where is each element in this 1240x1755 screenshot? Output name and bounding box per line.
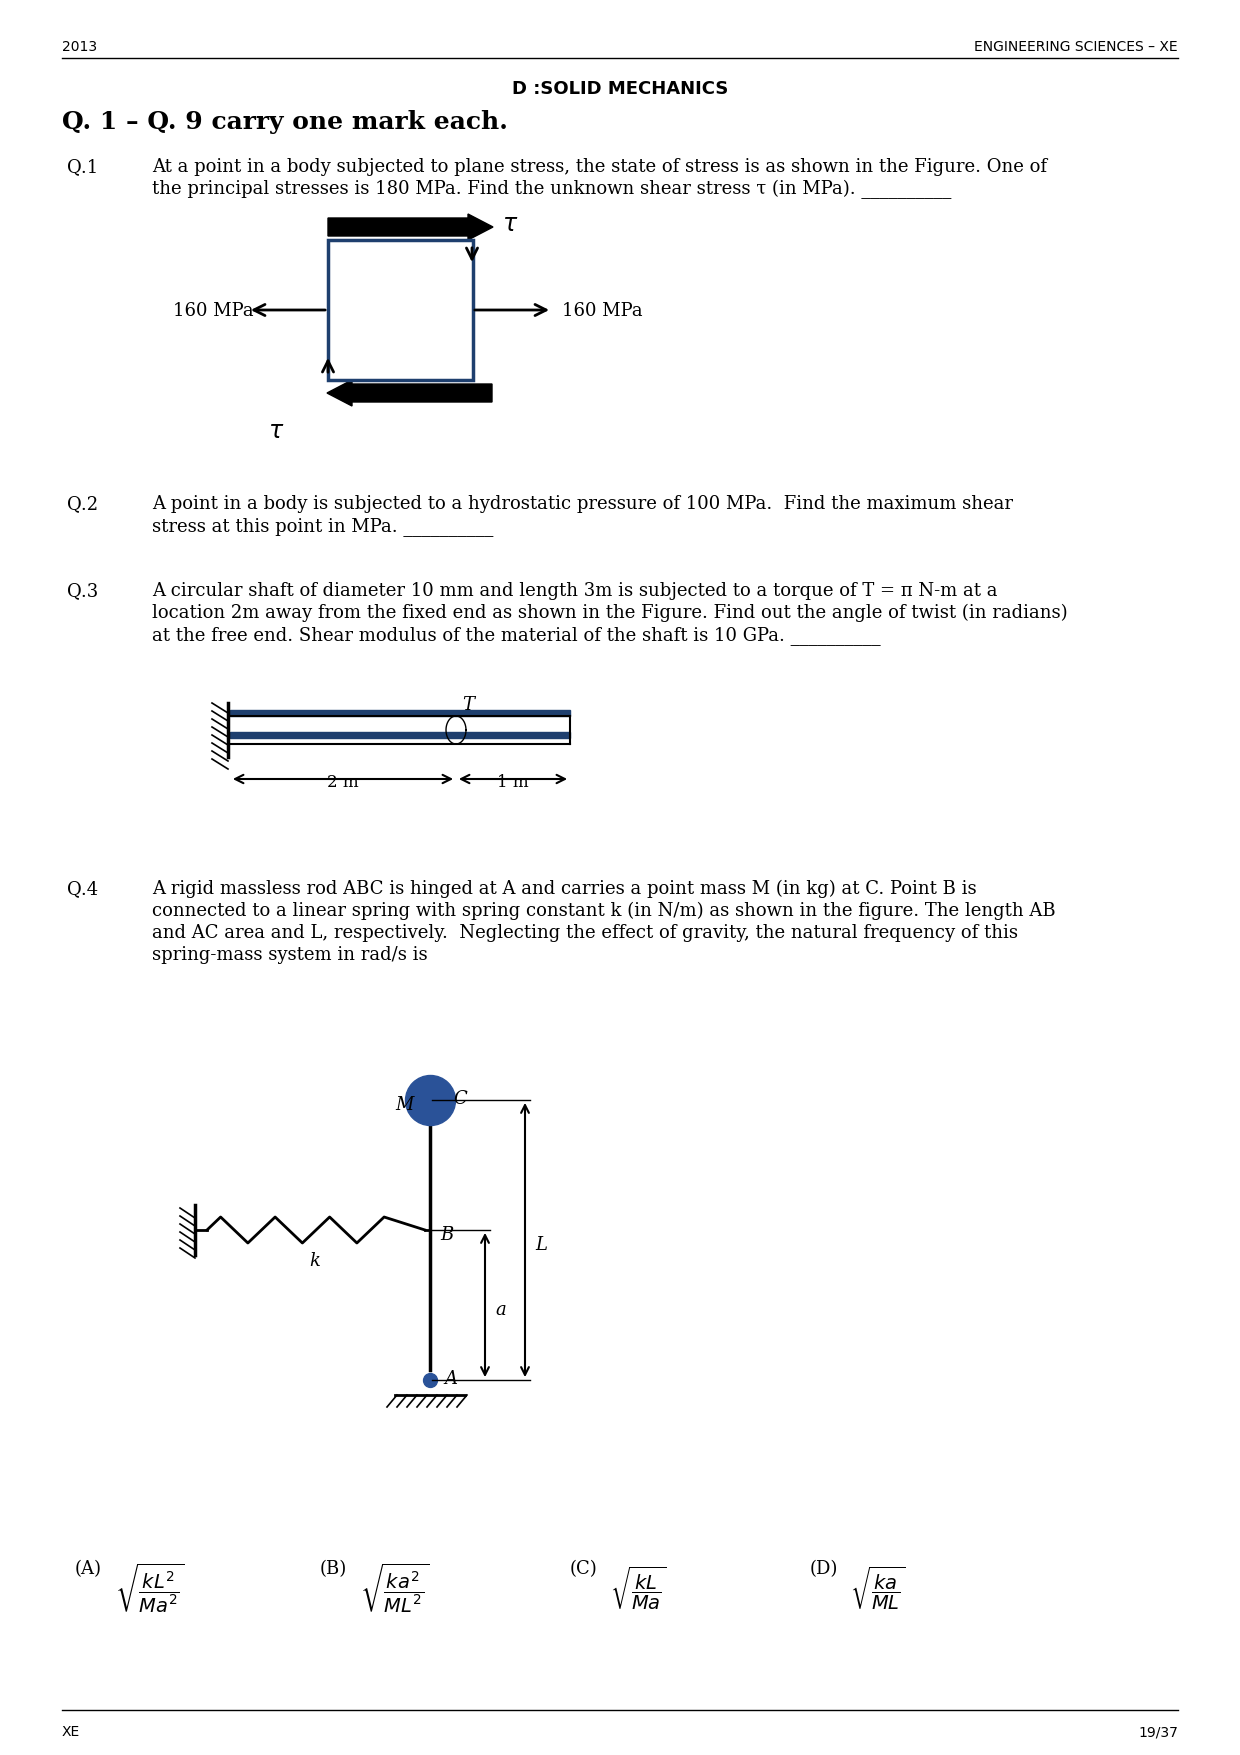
Text: (D): (D) (810, 1560, 838, 1578)
Text: M: M (396, 1097, 413, 1114)
Text: 160 MPa: 160 MPa (174, 302, 254, 319)
Text: Q.3: Q.3 (67, 583, 98, 600)
Text: $\sqrt{\dfrac{ka^2}{ML^2}}$: $\sqrt{\dfrac{ka^2}{ML^2}}$ (360, 1562, 429, 1615)
Text: B: B (440, 1227, 454, 1244)
Text: $\tau$: $\tau$ (502, 212, 518, 235)
Text: Q.2: Q.2 (67, 495, 98, 512)
Text: at the free end. Shear modulus of the material of the shaft is 10 GPa. _________: at the free end. Shear modulus of the ma… (153, 627, 880, 644)
FancyArrow shape (327, 381, 492, 405)
Text: L: L (534, 1236, 547, 1255)
Text: A point in a body is subjected to a hydrostatic pressure of 100 MPa.  Find the m: A point in a body is subjected to a hydr… (153, 495, 1013, 512)
Text: 2013: 2013 (62, 40, 97, 54)
Text: 160 MPa: 160 MPa (562, 302, 642, 319)
Text: A circular shaft of diameter 10 mm and length 3m is subjected to a torque of T =: A circular shaft of diameter 10 mm and l… (153, 583, 997, 600)
Text: (C): (C) (570, 1560, 598, 1578)
Text: A rigid massless rod ABC is hinged at A and carries a point mass M (in kg) at C.: A rigid massless rod ABC is hinged at A … (153, 879, 977, 899)
Text: $\sqrt{\dfrac{ka}{ML}}$: $\sqrt{\dfrac{ka}{ML}}$ (849, 1564, 905, 1611)
Text: XE: XE (62, 1725, 81, 1739)
Text: 1 m: 1 m (497, 774, 528, 792)
Text: location 2m away from the fixed end as shown in the Figure. Find out the angle o: location 2m away from the fixed end as s… (153, 604, 1068, 623)
Text: a: a (495, 1300, 506, 1320)
Text: Q. 1 – Q. 9 carry one mark each.: Q. 1 – Q. 9 carry one mark each. (62, 111, 508, 133)
Text: and AC area and L, respectively.  Neglecting the effect of gravity, the natural : and AC area and L, respectively. Neglect… (153, 923, 1018, 942)
Text: C: C (453, 1090, 466, 1107)
Text: k: k (310, 1251, 320, 1271)
Text: spring-mass system in rad/s is: spring-mass system in rad/s is (153, 946, 428, 963)
Text: (A): (A) (74, 1560, 102, 1578)
Text: $\tau$: $\tau$ (268, 419, 284, 442)
FancyArrow shape (329, 214, 494, 240)
Text: stress at this point in MPa. __________: stress at this point in MPa. __________ (153, 518, 494, 535)
Text: T: T (463, 697, 474, 714)
Text: (B): (B) (320, 1560, 347, 1578)
Text: $\sqrt{\dfrac{kL}{Ma}}$: $\sqrt{\dfrac{kL}{Ma}}$ (610, 1564, 667, 1611)
Text: $\sqrt{\dfrac{kL^2}{Ma^2}}$: $\sqrt{\dfrac{kL^2}{Ma^2}}$ (115, 1562, 185, 1615)
Text: connected to a linear spring with spring constant k (in N/m) as shown in the fig: connected to a linear spring with spring… (153, 902, 1055, 920)
Text: A: A (444, 1371, 458, 1388)
Text: At a point in a body subjected to plane stress, the state of stress is as shown : At a point in a body subjected to plane … (153, 158, 1047, 176)
Bar (229, 711, 570, 716)
Text: 19/37: 19/37 (1138, 1725, 1178, 1739)
Text: D :SOLID MECHANICS: D :SOLID MECHANICS (512, 81, 728, 98)
Text: Q.4: Q.4 (67, 879, 98, 899)
Text: Q.1: Q.1 (67, 158, 98, 176)
Bar (229, 732, 570, 739)
Text: the principal stresses is 180 MPa. Find the unknown shear stress τ (in MPa). ___: the principal stresses is 180 MPa. Find … (153, 181, 951, 200)
Bar (329, 240, 472, 381)
Text: ENGINEERING SCIENCES – XE: ENGINEERING SCIENCES – XE (975, 40, 1178, 54)
Text: 2 m: 2 m (327, 774, 358, 792)
